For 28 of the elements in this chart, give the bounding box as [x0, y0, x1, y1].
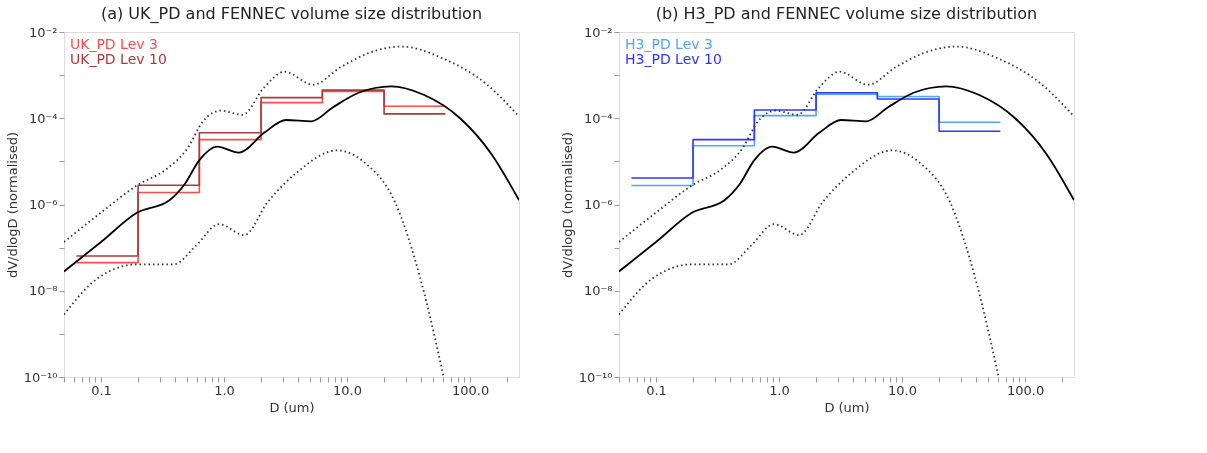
y-tick-label: 10⁻⁶: [583, 197, 613, 212]
y-axis-title: dV/dlogD (normalised): [4, 131, 20, 279]
text: UK_PD Lev 10: [70, 51, 167, 67]
x-axis-title: D (um): [269, 399, 315, 415]
y-tick-label: 10⁻⁴: [28, 110, 58, 126]
y-tick-label: 10⁻²: [583, 24, 613, 40]
y-tick-label: 10⁻²: [28, 24, 58, 40]
x-tick-label: 0.1: [91, 382, 112, 398]
y-tick-label: 10⁻⁸: [28, 283, 58, 299]
x-tick-label: 100.0: [451, 382, 490, 398]
text: UK_PD Lev 3: [70, 36, 158, 52]
chart-title: (a) UK_PD and FENNEC volume size distribution: [100, 4, 483, 24]
y-tick-label: 10⁻⁴: [583, 110, 613, 126]
x-tick-label: 1.0: [769, 382, 790, 398]
x-tick-label: 1.0: [214, 382, 235, 398]
x-tick-label: 100.0: [1006, 382, 1045, 398]
text: H3_PD Lev 3: [625, 36, 713, 52]
y-axis-title: dV/dlogD (normalised): [559, 131, 575, 279]
x-axis-title: D (um): [824, 399, 870, 415]
y-tick-label: 10⁻⁶: [28, 197, 58, 212]
text: H3_PD Lev 10: [625, 51, 722, 67]
y-tick-label: 10⁻¹⁰: [23, 369, 58, 385]
y-tick-label: 10⁻⁸: [583, 283, 613, 299]
y-tick-label: 10⁻¹⁰: [578, 369, 613, 385]
x-tick-label: 10.0: [888, 382, 918, 398]
chart-title: (b) H3_PD and FENNEC volume size distribution: [655, 4, 1038, 24]
x-tick-label: 10.0: [333, 382, 363, 398]
x-tick-label: 0.1: [646, 382, 667, 398]
